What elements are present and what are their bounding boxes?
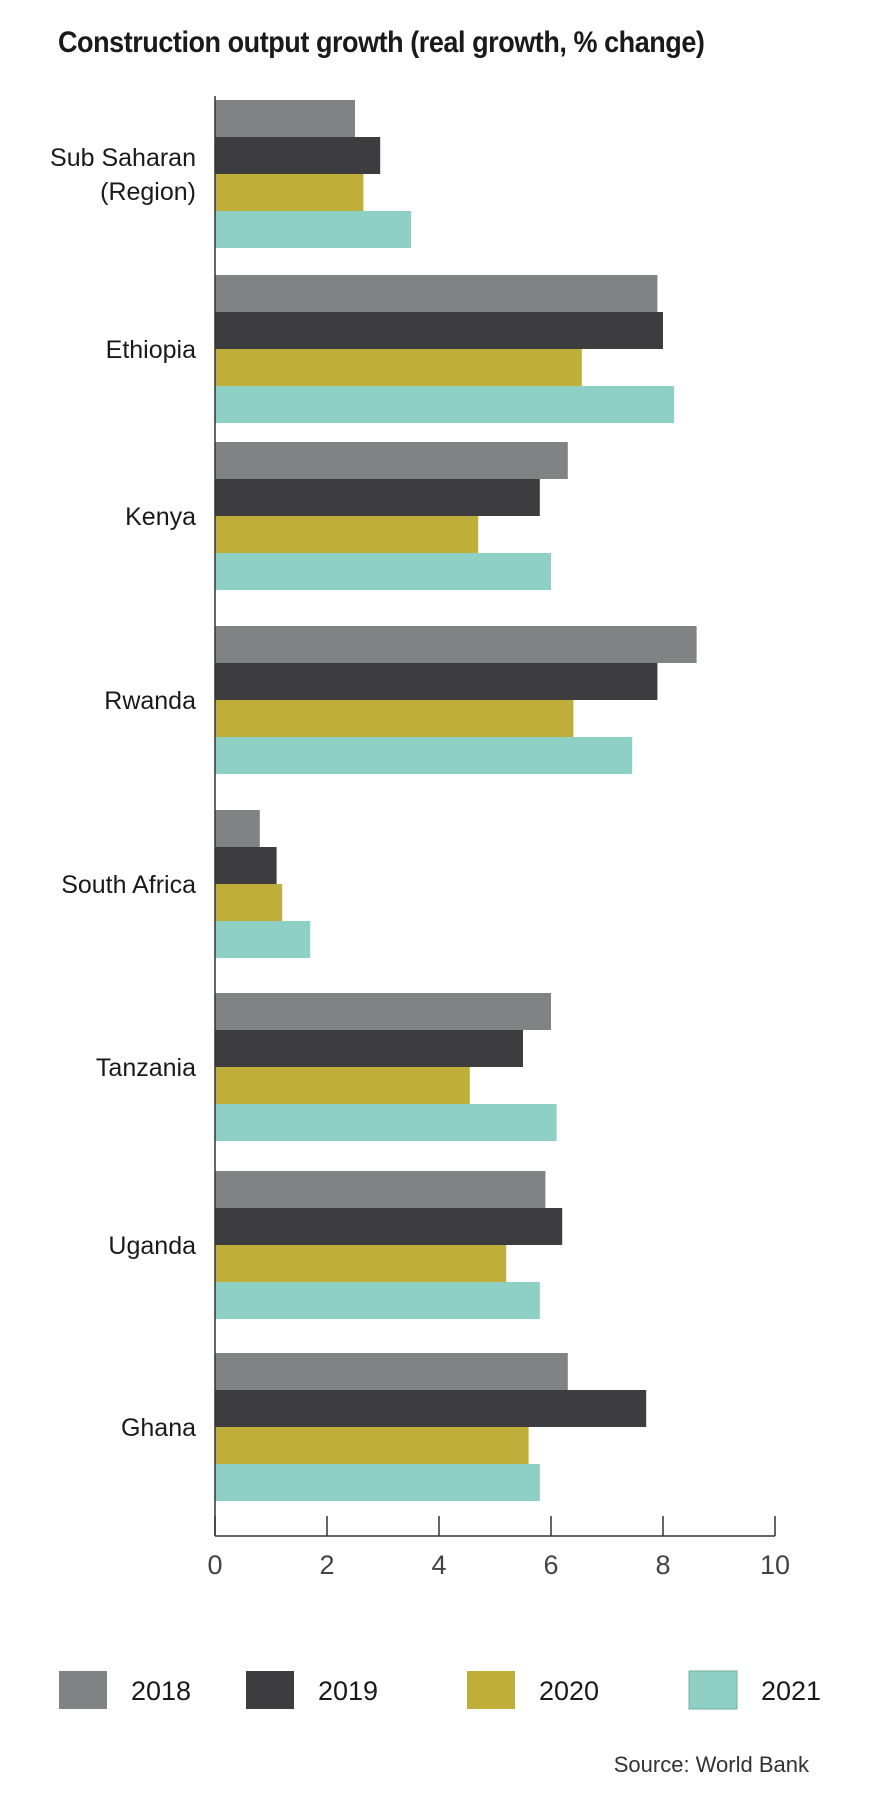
chart-title: Construction output growth (real growth,… (58, 26, 705, 59)
category-label: Uganda (108, 1232, 196, 1260)
bar-2019 (215, 1030, 523, 1067)
category-label: Rwanda (104, 687, 196, 715)
bar-2018 (215, 993, 551, 1030)
legend-swatch-2020 (467, 1671, 515, 1709)
x-tick-label: 2 (319, 1550, 334, 1580)
bar-2019 (215, 137, 381, 174)
bar-2021 (215, 1104, 557, 1141)
bar-2018 (215, 275, 658, 312)
legend-swatch-2021 (688, 1670, 738, 1710)
bar-2018 (215, 626, 697, 663)
bar-2019 (215, 479, 540, 516)
x-tick-label: 4 (431, 1550, 446, 1580)
bars-layer (215, 100, 697, 1501)
bar-2018 (215, 442, 568, 479)
x-tick-label: 0 (207, 1550, 222, 1580)
bar-2018 (215, 1353, 568, 1390)
source-note: Source: World Bank (613, 1752, 809, 1777)
bar-2018 (215, 810, 260, 847)
bar-2021 (215, 1282, 540, 1319)
bar-2021 (215, 921, 311, 958)
bar-2021 (215, 386, 675, 423)
bar-2019 (215, 312, 663, 349)
bar-2019 (215, 1390, 647, 1427)
bar-2018 (215, 1171, 546, 1208)
category-labels: Sub Saharan (Region) Ethiopia Kenya Rwanda So… (50, 144, 196, 1442)
category-label: Tanzania (96, 1054, 196, 1082)
x-tick-label: 10 (760, 1550, 790, 1580)
x-tick-label: 6 (543, 1550, 558, 1580)
bar-2020 (215, 349, 582, 386)
legend-swatch-2018 (59, 1671, 107, 1709)
category-label: Ghana (121, 1414, 196, 1442)
bar-2021 (215, 737, 633, 774)
bar-2019 (215, 847, 277, 884)
category-label: Sub Saharan (50, 144, 196, 172)
bar-2020 (215, 516, 479, 553)
bar-2020 (215, 1427, 529, 1464)
bar-2020 (215, 1067, 470, 1104)
legend-label-2019: 2019 (318, 1676, 378, 1706)
legend-label-2018: 2018 (131, 1676, 191, 1706)
bar-2020 (215, 700, 574, 737)
bar-2021 (215, 211, 411, 248)
bar-2019 (215, 663, 658, 700)
bar-2018 (215, 100, 355, 137)
category-label: Kenya (125, 503, 196, 531)
x-tick-label: 8 (655, 1550, 670, 1580)
legend: 2018 2019 2020 2021 (59, 1670, 821, 1710)
bar-2019 (215, 1208, 563, 1245)
legend-label-2021: 2021 (761, 1676, 821, 1706)
category-label: (Region) (100, 178, 196, 206)
bar-2020 (215, 1245, 507, 1282)
legend-label-2020: 2020 (539, 1676, 599, 1706)
category-label: South Africa (61, 871, 196, 899)
bar-2021 (215, 1464, 540, 1501)
bar-2021 (215, 553, 551, 590)
bar-2020 (215, 884, 283, 921)
x-axis-ticks: 0 2 4 6 8 10 (207, 1516, 790, 1580)
bar-2020 (215, 174, 364, 211)
legend-swatch-2019 (246, 1671, 294, 1709)
category-label: Ethiopia (106, 336, 196, 364)
axes-layer (214, 96, 775, 1537)
